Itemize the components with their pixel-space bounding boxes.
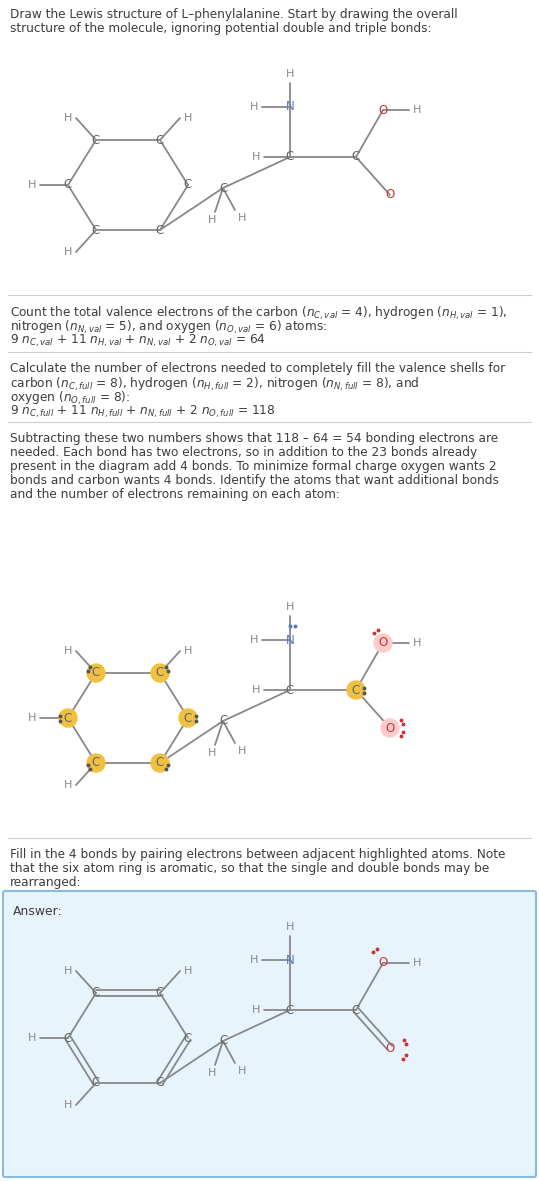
Text: C: C <box>184 178 192 191</box>
Text: C: C <box>352 684 360 697</box>
Text: H: H <box>64 247 72 257</box>
Text: Subtracting these two numbers shows that 118 – 64 = 54 bonding electrons are: Subtracting these two numbers shows that… <box>10 432 498 445</box>
Text: C: C <box>156 757 164 770</box>
Text: C: C <box>219 182 227 195</box>
Text: O: O <box>385 189 395 202</box>
Text: C: C <box>352 1004 360 1017</box>
Text: C: C <box>64 711 72 724</box>
Text: C: C <box>219 1035 227 1048</box>
Text: rearranged:: rearranged: <box>10 876 81 889</box>
Text: oxygen ($n_{O,full}$ = 8):: oxygen ($n_{O,full}$ = 8): <box>10 390 130 407</box>
Text: H: H <box>250 102 258 112</box>
Text: H: H <box>238 213 246 223</box>
Text: H: H <box>64 779 72 790</box>
Text: H: H <box>413 958 421 968</box>
Text: H: H <box>413 105 421 115</box>
Text: that the six atom ring is aromatic, so that the single and double bonds may be: that the six atom ring is aromatic, so t… <box>10 862 489 875</box>
Text: C: C <box>92 666 100 679</box>
Text: O: O <box>378 104 388 117</box>
Text: C: C <box>64 178 72 191</box>
Text: H: H <box>64 1100 72 1110</box>
Text: O: O <box>378 637 388 650</box>
Text: Answer:: Answer: <box>13 905 63 918</box>
Text: Draw the Lewis structure of L–phenylalanine. Start by drawing the overall: Draw the Lewis structure of L–phenylalan… <box>10 8 458 21</box>
Text: C: C <box>156 223 164 236</box>
Text: C: C <box>92 986 100 999</box>
Text: Count the total valence electrons of the carbon ($n_{C,val}$ = 4), hydrogen ($n_: Count the total valence electrons of the… <box>10 305 508 322</box>
Text: H: H <box>27 180 36 190</box>
Text: bonds and carbon wants 4 bonds. Identify the atoms that want additional bonds: bonds and carbon wants 4 bonds. Identify… <box>10 474 499 487</box>
Text: C: C <box>286 684 294 697</box>
Text: N: N <box>286 953 294 966</box>
Text: H: H <box>252 685 260 694</box>
Text: Fill in the 4 bonds by pairing electrons between adjacent highlighted atoms. Not: Fill in the 4 bonds by pairing electrons… <box>10 848 506 861</box>
Text: H: H <box>252 152 260 162</box>
Text: H: H <box>64 966 72 976</box>
Text: H: H <box>286 922 294 932</box>
Text: H: H <box>184 966 192 976</box>
Text: C: C <box>184 1031 192 1044</box>
Text: C: C <box>156 986 164 999</box>
Text: H: H <box>286 68 294 79</box>
Text: C: C <box>92 757 100 770</box>
Circle shape <box>87 753 105 772</box>
Text: O: O <box>385 1042 395 1055</box>
Text: H: H <box>27 1033 36 1043</box>
Text: H: H <box>208 1068 216 1078</box>
Text: C: C <box>156 1077 164 1090</box>
Text: C: C <box>92 133 100 146</box>
Text: H: H <box>252 1005 260 1014</box>
Text: C: C <box>156 133 164 146</box>
Text: N: N <box>286 633 294 646</box>
Text: H: H <box>208 748 216 758</box>
Text: N: N <box>286 100 294 113</box>
Text: C: C <box>92 223 100 236</box>
Text: C: C <box>286 1004 294 1017</box>
Text: H: H <box>286 602 294 612</box>
Text: H: H <box>250 955 258 965</box>
Text: C: C <box>156 666 164 679</box>
Text: O: O <box>378 957 388 970</box>
Text: C: C <box>219 715 227 727</box>
Circle shape <box>87 664 105 681</box>
Text: C: C <box>352 150 360 163</box>
Text: C: C <box>92 1077 100 1090</box>
Circle shape <box>374 634 392 652</box>
Circle shape <box>347 681 365 699</box>
Text: Calculate the number of electrons needed to completely fill the valence shells f: Calculate the number of electrons needed… <box>10 363 505 376</box>
Text: H: H <box>64 113 72 123</box>
Text: and the number of electrons remaining on each atom:: and the number of electrons remaining on… <box>10 488 340 501</box>
Text: H: H <box>64 646 72 655</box>
Text: H: H <box>184 113 192 123</box>
Text: H: H <box>208 215 216 226</box>
Circle shape <box>151 664 169 681</box>
FancyBboxPatch shape <box>3 890 536 1177</box>
Circle shape <box>59 709 77 727</box>
Circle shape <box>381 719 399 737</box>
Text: carbon ($n_{C,full}$ = 8), hydrogen ($n_{H,full}$ = 2), nitrogen ($n_{N,full}$ =: carbon ($n_{C,full}$ = 8), hydrogen ($n_… <box>10 376 419 393</box>
Text: needed. Each bond has two electrons, so in addition to the 23 bonds already: needed. Each bond has two electrons, so … <box>10 446 477 459</box>
Text: H: H <box>238 746 246 756</box>
Circle shape <box>179 709 197 727</box>
Circle shape <box>151 753 169 772</box>
Text: 9 $n_{C,val}$ + 11 $n_{H,val}$ + $n_{N,val}$ + 2 $n_{O,val}$ = 64: 9 $n_{C,val}$ + 11 $n_{H,val}$ + $n_{N,v… <box>10 333 266 350</box>
Text: 9 $n_{C,full}$ + 11 $n_{H,full}$ + $n_{N,full}$ + 2 $n_{O,full}$ = 118: 9 $n_{C,full}$ + 11 $n_{H,full}$ + $n_{N… <box>10 404 275 420</box>
Text: H: H <box>27 713 36 723</box>
Text: C: C <box>184 711 192 724</box>
Text: H: H <box>413 638 421 648</box>
Text: H: H <box>250 635 258 645</box>
Text: C: C <box>64 1031 72 1044</box>
Text: present in the diagram add 4 bonds. To minimize formal charge oxygen wants 2: present in the diagram add 4 bonds. To m… <box>10 461 496 474</box>
Text: O: O <box>385 722 395 735</box>
Text: structure of the molecule, ignoring potential double and triple bonds:: structure of the molecule, ignoring pote… <box>10 22 432 35</box>
Text: C: C <box>286 150 294 163</box>
Text: nitrogen ($n_{N,val}$ = 5), and oxygen ($n_{O,val}$ = 6) atoms:: nitrogen ($n_{N,val}$ = 5), and oxygen (… <box>10 319 327 337</box>
Text: H: H <box>238 1066 246 1076</box>
Text: H: H <box>184 646 192 655</box>
